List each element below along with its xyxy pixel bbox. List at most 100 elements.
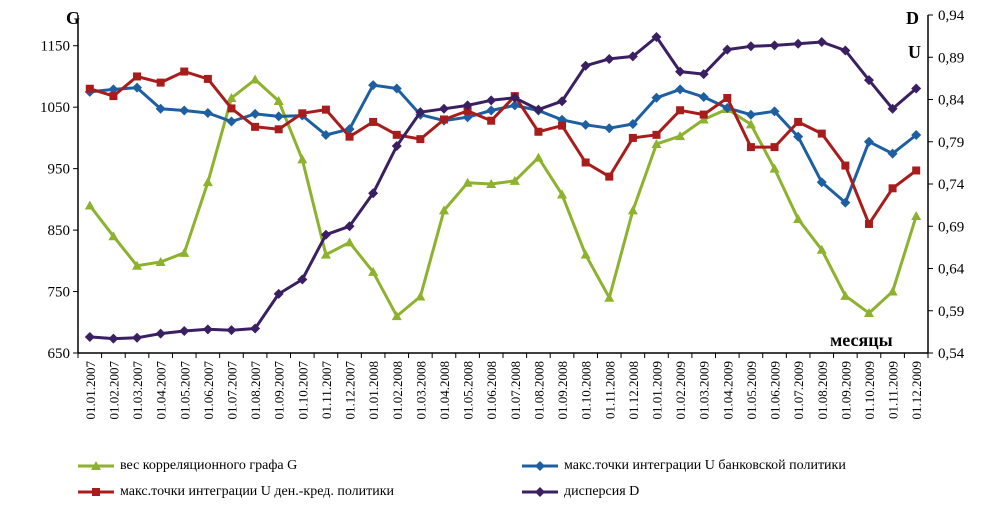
series-d-marker: [816, 37, 827, 48]
series-u-money-marker: [298, 109, 307, 118]
series-u-money-marker: [534, 127, 543, 136]
series-d-marker: [250, 323, 261, 334]
legend-item-u-bank: макс.точки интеграции U банковской полит…: [522, 458, 846, 474]
series-u-bank-marker: [391, 83, 402, 94]
series-g-marker: [580, 249, 591, 259]
x-tick-label: 01.12.2007: [343, 361, 358, 420]
series-d-marker: [155, 328, 166, 339]
series-d-marker: [580, 60, 591, 71]
series-u-bank-marker: [320, 129, 331, 140]
series-d-marker: [297, 274, 308, 285]
series-u-money-marker: [321, 105, 330, 114]
series-u-bank-marker: [887, 148, 898, 159]
x-tick-label: 01.04.2007: [154, 361, 169, 420]
series-d-marker: [509, 92, 520, 103]
series-u-money-marker: [251, 122, 260, 131]
series-u-money-marker: [439, 115, 448, 124]
series-g-marker: [391, 311, 402, 321]
x-tick-label: 01.09.2009: [838, 361, 853, 420]
legend-item-d: дисперсия D: [522, 484, 639, 500]
y-right-tick-label: 0,89: [938, 50, 964, 66]
series-d-marker: [604, 53, 615, 64]
series-d-marker: [391, 140, 402, 151]
series-u-money-marker: [133, 72, 142, 81]
series-u-money-marker: [180, 67, 189, 76]
series-g-marker: [415, 291, 426, 301]
x-tick-label: 01.02.2008: [390, 361, 405, 420]
series-u-bank-marker: [250, 108, 261, 119]
series-g-marker: [793, 214, 804, 224]
series-u-money-marker: [912, 166, 921, 175]
series-d-marker: [769, 40, 780, 51]
y-left-tick-label: 1150: [41, 39, 70, 55]
y-right-tick-label: 0,79: [938, 135, 964, 151]
series-u-money-marker: [628, 133, 637, 142]
x-tick-label: 01.10.2009: [862, 361, 877, 420]
legend-item-u-money: макс.точки интеграции U ден.-кред. полит…: [78, 484, 394, 500]
series-d-marker: [179, 326, 190, 337]
series-u-bank-marker: [627, 119, 638, 130]
series-u-money-marker: [817, 129, 826, 138]
series-d-marker: [745, 41, 756, 52]
y-axis-left: 650 750 850 950 1050 1150: [40, 39, 78, 362]
series-u-bank-marker: [698, 91, 709, 102]
series-d-marker: [84, 331, 95, 342]
series-u-money-marker: [156, 78, 165, 87]
series-u-bank-marker: [344, 124, 355, 135]
y-axis-left-title: G: [66, 8, 80, 28]
x-tick-label: 01.06.2007: [201, 361, 216, 420]
x-tick-label: 01.10.2007: [295, 361, 310, 420]
x-tick-label: 01.07.2009: [791, 361, 806, 420]
series-u-money-line: [89, 70, 918, 226]
series-u-bank-marker: [368, 80, 379, 91]
series-d-marker: [320, 229, 331, 240]
series-d-marker: [651, 31, 662, 42]
series-u-bank-marker: [675, 84, 686, 95]
x-tick-label: 01.01.2007: [83, 361, 98, 420]
series-d-marker: [533, 104, 544, 115]
series-u-bank-marker: [745, 109, 756, 120]
series-u-bank-marker: [179, 105, 190, 116]
series-g-marker: [462, 177, 473, 187]
legend-swatch-d: [522, 485, 558, 499]
series-d-marker: [273, 288, 284, 299]
series-g-marker: [486, 179, 497, 188]
series-g-marker: [297, 154, 308, 164]
x-tick-label: 01.05.2008: [461, 361, 476, 420]
series-u-bank-marker: [202, 108, 213, 119]
legend-swatch-u-money: [78, 485, 114, 499]
y-right-tick-label: 0,84: [938, 93, 965, 109]
series-u-money-marker: [770, 143, 779, 152]
x-tick-label: 01.08.2007: [248, 361, 263, 420]
series-u-bank-marker: [580, 119, 591, 130]
series-g-marker: [368, 266, 379, 276]
x-tick-label: 01.01.2008: [366, 361, 381, 420]
series-d-marker: [368, 188, 379, 199]
series-u-bank-marker: [793, 131, 804, 142]
series-u-money-marker: [558, 121, 567, 130]
series-u-money-marker: [369, 117, 378, 126]
series-g-marker: [840, 290, 851, 300]
series-u-bank-marker: [651, 92, 662, 103]
series-g-marker: [344, 237, 355, 247]
series-u-bank-marker: [132, 82, 143, 93]
series-g-marker: [250, 74, 261, 84]
legend-item-g: вес корреляционного графа G: [78, 458, 297, 474]
y-left-tick-label: 650: [48, 346, 71, 362]
series-g-marker: [911, 210, 922, 220]
series-g-marker: [604, 292, 615, 302]
series-g-marker: [533, 152, 544, 162]
series-g-marker: [179, 247, 190, 257]
series-u-money-marker: [676, 106, 685, 115]
x-tick-label: 01.01.2009: [649, 361, 664, 420]
series-u-bank-marker: [226, 116, 237, 127]
x-axis: 01.01.2007 01.02.2007 01.03.2007 01.04.2007…: [77, 353, 929, 420]
x-tick-label: 01.09.2008: [555, 361, 570, 420]
y-right-tick-label: 0,64: [938, 262, 965, 278]
y-axis-right-title-u: U: [908, 42, 921, 62]
x-tick-label: 01.11.2009: [886, 361, 901, 419]
x-tick-label: 01.06.2009: [768, 361, 783, 420]
x-tick-label: 01.05.2009: [744, 361, 759, 420]
series-u-bank-line: [89, 83, 918, 205]
y-right-tick-label: 0,94: [938, 8, 965, 24]
